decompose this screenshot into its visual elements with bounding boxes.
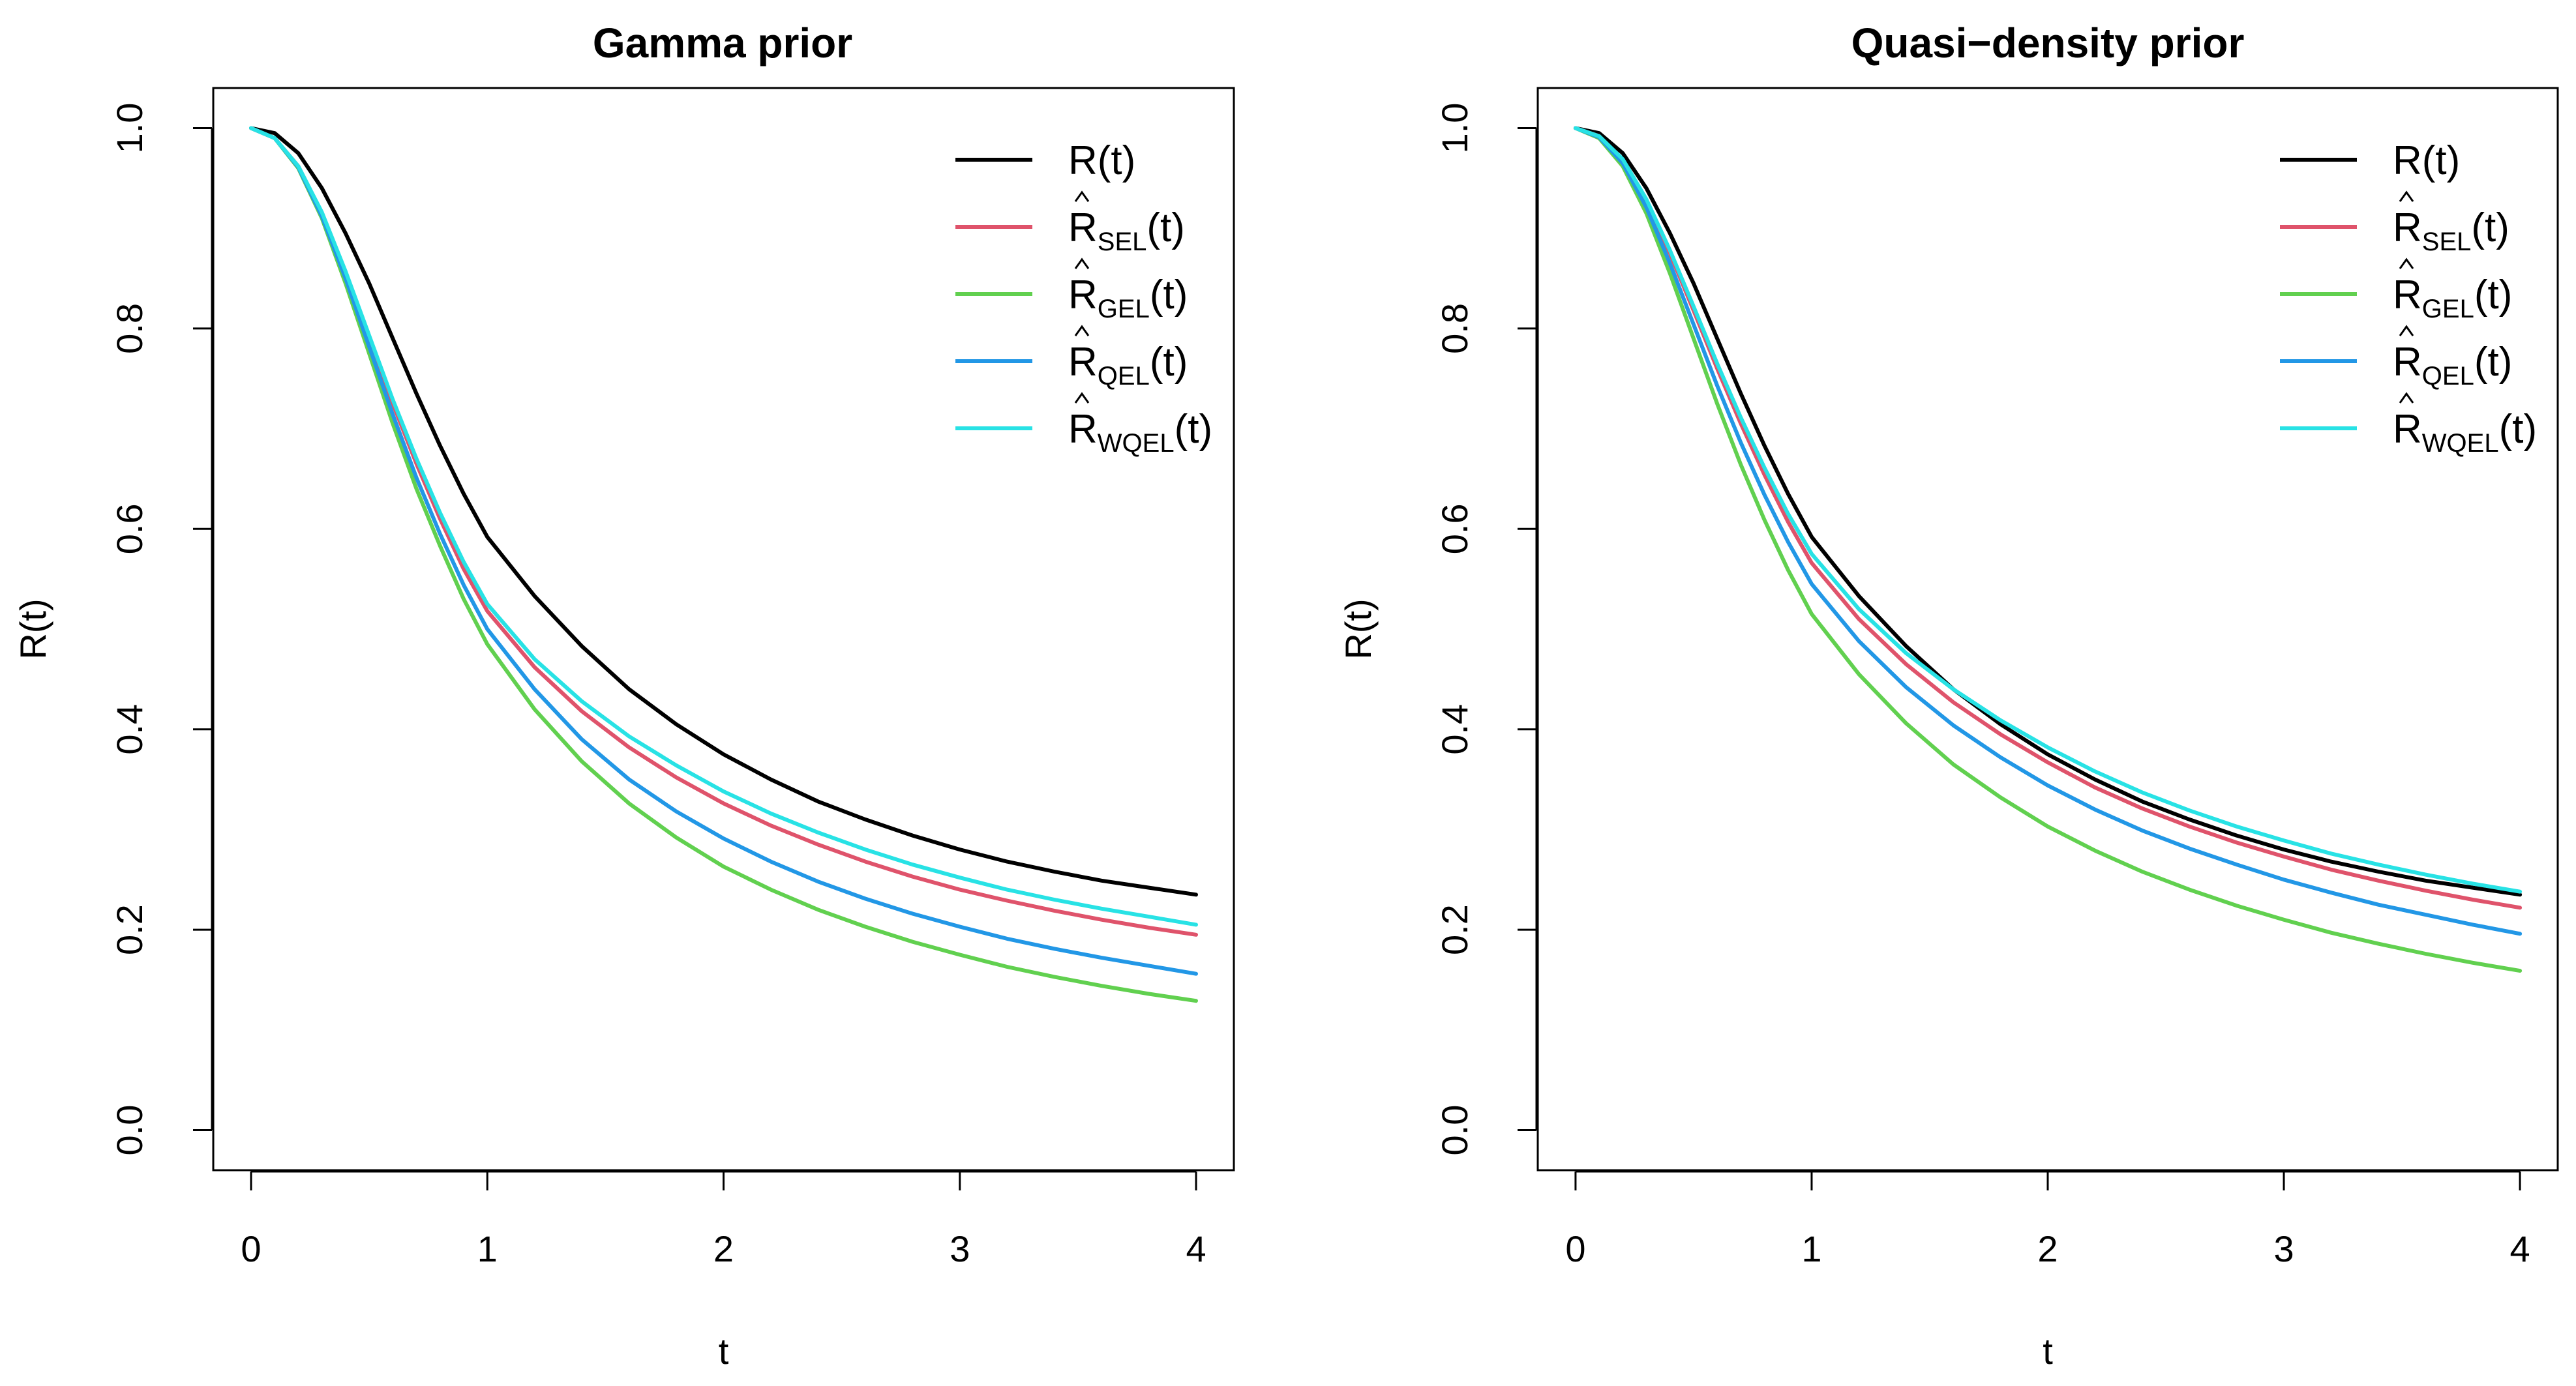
x-tick-label: 2 <box>713 1228 734 1269</box>
y-tick-label: 0.0 <box>1434 1105 1475 1156</box>
legend-label-4: RWQEL(t) <box>1068 407 1212 458</box>
legend-label-2: RGEL(t) <box>2393 273 2512 323</box>
legend-hat-4 <box>2399 392 2414 404</box>
legend-hat-1 <box>2399 190 2414 202</box>
gamma-prior-panel: Gamma prior 0 1 2 3 4 t 0.0 0.2 0.4 0.6 0.8 1.0 R(t) R… <box>12 20 1235 1372</box>
series-line-0 <box>249 126 1198 897</box>
x-axis-label: t <box>719 1331 729 1372</box>
x-tick-label: 3 <box>950 1228 970 1269</box>
y-tick-label: 1.0 <box>1434 103 1475 154</box>
y-tick-label: 0.6 <box>1434 503 1475 554</box>
series-line-4 <box>1573 126 2523 894</box>
plot-frame <box>212 87 1235 1172</box>
legend-label-3: RQEL(t) <box>2393 340 2512 391</box>
y-tick-label: 0.0 <box>109 1105 150 1156</box>
x-tick-label: 4 <box>1186 1228 1206 1269</box>
x-tick-label: 1 <box>477 1228 498 1269</box>
series-line-4 <box>249 126 1198 927</box>
legend-label-1: RSEL(t) <box>1068 205 1185 256</box>
y-tick-label: 0.6 <box>109 503 150 554</box>
y-tick-label: 0.2 <box>109 904 150 955</box>
x-tick-label: 2 <box>2037 1228 2058 1269</box>
legend-label-0: R(t) <box>2393 138 2460 183</box>
y-tick-label: 0.2 <box>1434 904 1475 955</box>
legend-label-3: RQEL(t) <box>1068 340 1188 391</box>
legend-label-4: RWQEL(t) <box>2393 407 2537 458</box>
y-tick-label: 0.8 <box>109 303 150 354</box>
y-axis-label: R(t) <box>1338 598 1379 659</box>
y-axis-label: R(t) <box>12 598 53 659</box>
legend-hat-4 <box>1074 392 1090 404</box>
y-tick-label: 0.4 <box>1434 704 1475 755</box>
y-tick-label: 0.8 <box>1434 303 1475 354</box>
legend-hat-2 <box>2399 258 2414 269</box>
series-line-2 <box>1573 126 2523 973</box>
legend-label-2: RGEL(t) <box>1068 273 1188 323</box>
series-line-3 <box>1573 126 2523 936</box>
quasi-density-prior-panel: Quasi−density prior 0 1 2 3 4 t 0.0 0.2 0.4 0.6 0.8… <box>1338 20 2559 1372</box>
legend-hat-2 <box>1074 258 1090 269</box>
series-line-3 <box>249 126 1198 976</box>
chart-title: Quasi−density prior <box>1851 20 2245 66</box>
legend-hat-3 <box>1074 325 1090 336</box>
x-tick-label: 0 <box>241 1228 261 1269</box>
series-line-0 <box>1573 126 2523 897</box>
legend-label-1: RSEL(t) <box>2393 205 2509 256</box>
x-tick-label: 1 <box>1801 1228 1821 1269</box>
legend-hat-3 <box>2399 325 2414 336</box>
chart-title: Gamma prior <box>593 20 852 66</box>
y-tick-label: 0.4 <box>109 704 150 755</box>
y-tick-label: 1.0 <box>109 103 150 154</box>
plot-frame <box>1536 87 2559 1172</box>
x-tick-label: 3 <box>2273 1228 2294 1269</box>
x-tick-label: 4 <box>2509 1228 2530 1269</box>
legend-label-0: R(t) <box>1068 138 1135 183</box>
x-axis-label: t <box>2043 1331 2053 1372</box>
legend-hat-1 <box>1074 190 1090 202</box>
x-tick-label: 0 <box>1565 1228 1585 1269</box>
